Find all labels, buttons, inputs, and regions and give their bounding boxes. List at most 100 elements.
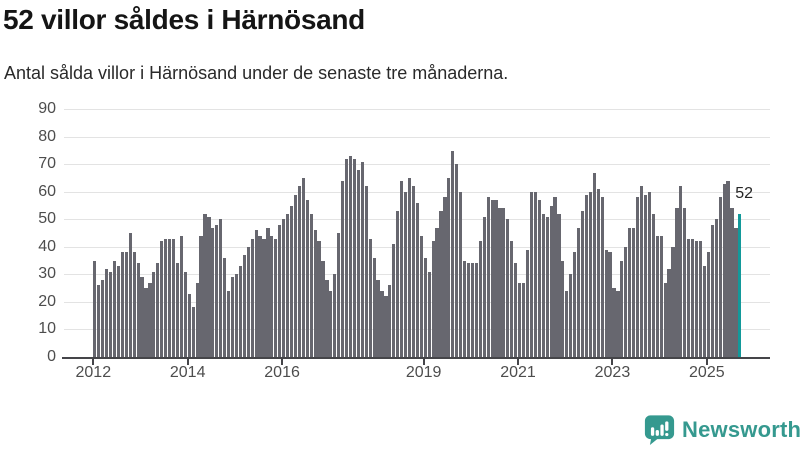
bar <box>506 219 510 357</box>
bar <box>305 200 309 357</box>
bar <box>710 224 714 357</box>
bar <box>557 213 561 357</box>
x-axis-line <box>62 357 770 359</box>
bar <box>494 200 498 357</box>
bar <box>691 238 695 357</box>
bar <box>223 257 227 357</box>
bar <box>498 208 502 357</box>
y-axis-label: 60 <box>38 182 56 200</box>
bar <box>195 282 199 357</box>
chart-subtitle: Antal sålda villor i Härnösand under de … <box>4 63 509 83</box>
bar <box>132 252 136 357</box>
bar <box>356 169 360 357</box>
bar <box>514 263 518 357</box>
bar <box>470 263 475 357</box>
bar <box>262 238 266 357</box>
bar <box>447 178 451 357</box>
brand-logo[interactable]: Newsworthy <box>644 414 800 446</box>
y-axis-label: 90 <box>38 100 56 118</box>
bar <box>112 260 117 357</box>
x-axis-label: 2021 <box>500 364 536 381</box>
x-axis-tick <box>611 359 614 365</box>
bar <box>160 241 164 357</box>
bar <box>541 213 545 357</box>
bar <box>148 282 152 357</box>
bar <box>431 241 435 357</box>
bar <box>663 282 667 357</box>
bar <box>466 263 471 357</box>
bar <box>455 164 459 357</box>
value-annotation: 52 <box>735 184 754 202</box>
bar <box>435 227 439 357</box>
bar <box>569 274 573 357</box>
x-axis-label: 2016 <box>264 364 300 381</box>
bar <box>152 271 156 357</box>
bar <box>120 252 125 357</box>
bar <box>722 183 726 357</box>
y-axis-label: 10 <box>38 320 56 338</box>
bar <box>179 235 183 357</box>
bar <box>396 211 400 357</box>
newsworthy-speech-bubble-bar-chart-icon <box>644 414 675 446</box>
bar <box>101 279 105 357</box>
bar <box>199 235 203 357</box>
y-axis-label: 20 <box>38 292 56 310</box>
bar <box>655 235 659 357</box>
x-axis-tick <box>422 359 425 365</box>
bar <box>643 194 648 357</box>
bar <box>403 191 408 357</box>
bar <box>600 197 604 357</box>
bar <box>462 260 467 357</box>
bar <box>415 202 419 357</box>
bar <box>577 227 581 357</box>
bar <box>313 230 317 357</box>
bar <box>289 205 294 357</box>
bar <box>282 219 286 357</box>
bar <box>219 219 223 357</box>
bar <box>580 211 585 357</box>
bar <box>329 290 333 357</box>
bar <box>419 235 423 357</box>
bar <box>407 178 412 357</box>
bar <box>459 191 463 357</box>
bar <box>702 266 707 357</box>
bar <box>109 271 113 357</box>
bar <box>128 233 132 357</box>
bar <box>726 180 730 357</box>
bar <box>364 186 368 357</box>
bar <box>533 191 537 357</box>
x-axis-tick <box>186 359 189 365</box>
x-axis-label: 2012 <box>75 364 112 381</box>
bar <box>156 263 160 357</box>
bar <box>616 290 620 357</box>
bar <box>608 252 612 357</box>
bar <box>215 224 219 357</box>
bar <box>227 290 231 357</box>
bar <box>168 238 172 357</box>
bar <box>337 233 341 357</box>
bar <box>628 227 632 357</box>
bar <box>529 191 534 357</box>
bar <box>588 191 593 357</box>
bar <box>553 197 557 357</box>
bar <box>234 274 239 357</box>
bar <box>478 241 482 357</box>
bar <box>521 282 526 357</box>
bar <box>486 197 490 357</box>
brand-name: Newsworthy <box>682 417 800 442</box>
bar <box>266 227 270 357</box>
x-axis-tick <box>517 359 520 365</box>
bar <box>380 290 384 357</box>
y-gridline <box>64 191 770 193</box>
bar <box>325 279 329 357</box>
bar <box>400 180 404 357</box>
bar <box>734 227 738 357</box>
bar <box>502 208 506 357</box>
bar <box>695 241 699 357</box>
y-axis-label: 40 <box>38 237 56 255</box>
bar <box>423 257 427 357</box>
bar <box>207 216 211 357</box>
bar <box>136 263 140 357</box>
bar <box>341 180 345 357</box>
